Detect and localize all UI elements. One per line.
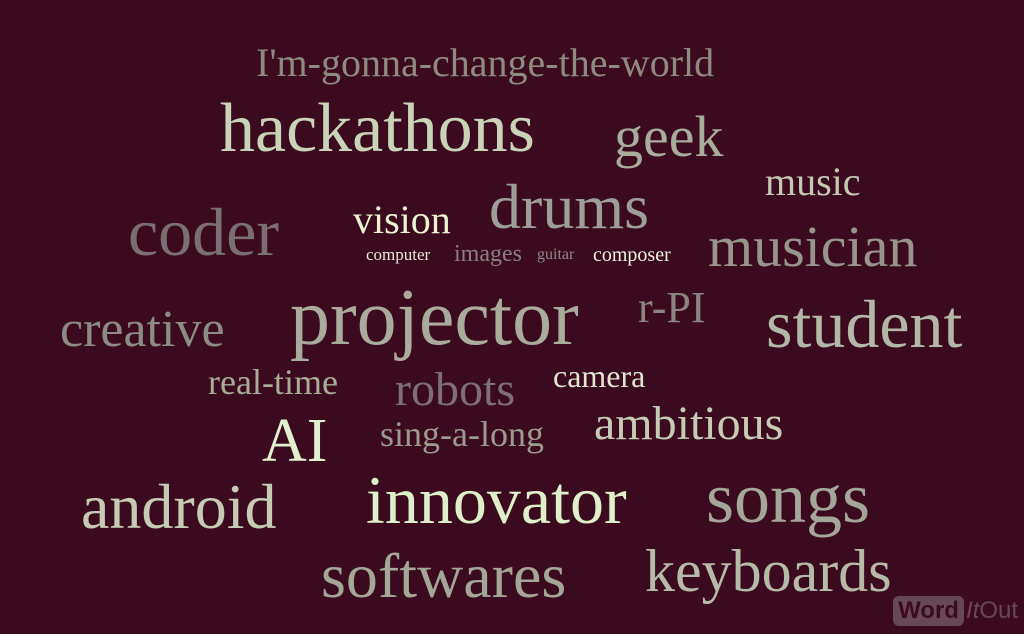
word-projector: projector bbox=[290, 274, 579, 362]
word-vision: vision bbox=[353, 197, 451, 242]
word-guitar: guitar bbox=[537, 246, 575, 263]
logo-it: It bbox=[965, 597, 980, 624]
word-innovator: innovator bbox=[366, 462, 627, 538]
word-hackathons: hackathons bbox=[220, 90, 535, 167]
word-robots: robots bbox=[395, 363, 515, 416]
word-change-the-world: I'm-gonna-change-the-world bbox=[256, 40, 715, 85]
logo-word: Word bbox=[893, 596, 964, 626]
word-student: student bbox=[766, 286, 963, 362]
word-sing-a-long: sing-a-long bbox=[380, 414, 544, 454]
word-ambitious: ambitious bbox=[594, 397, 784, 450]
logo-out: Out bbox=[979, 597, 1018, 624]
word-keyboards: keyboards bbox=[645, 538, 892, 604]
word-camera: camera bbox=[553, 358, 646, 394]
word-creative: creative bbox=[60, 301, 225, 358]
word-music: music bbox=[765, 159, 861, 204]
word-musician: musician bbox=[708, 214, 918, 279]
word-r-pi: r-PI bbox=[638, 283, 706, 332]
word-composer: composer bbox=[593, 244, 671, 266]
word-images: images bbox=[454, 241, 522, 267]
word-coder: coder bbox=[128, 194, 280, 270]
word-geek: geek bbox=[614, 104, 724, 169]
word-songs: songs bbox=[706, 458, 871, 538]
word-softwares: softwares bbox=[321, 540, 567, 611]
word-ai: AI bbox=[262, 407, 328, 475]
word-computer: computer bbox=[366, 245, 431, 264]
word-real-time: real-time bbox=[208, 362, 338, 402]
word-android: android bbox=[81, 471, 277, 542]
word-drums: drums bbox=[489, 171, 649, 242]
wordle-logo: Word It Out bbox=[893, 596, 1018, 626]
